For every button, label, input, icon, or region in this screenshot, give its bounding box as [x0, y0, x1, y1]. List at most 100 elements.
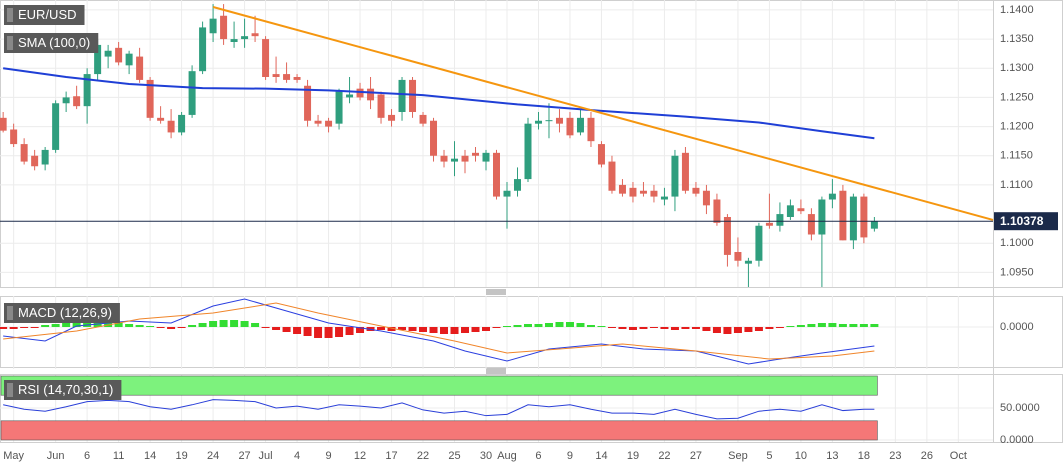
macd-histogram-bar — [807, 324, 816, 327]
macd-histogram-bar — [849, 324, 858, 327]
legend-label: SMA (100,0) — [18, 35, 90, 50]
y-tick-label: 1.1000 — [1000, 237, 1034, 249]
y-tick-label: 1.1150 — [1000, 150, 1033, 162]
macd-histogram-bar — [513, 325, 522, 327]
macd-histogram-bar — [733, 327, 742, 333]
over-layer: May Jun 6 11 14 19 24 27 Jul 4 9 12 17 22 25 30 Aug 6 9 14 1… — [0, 4, 1058, 462]
x-tick-label: 17 — [385, 450, 397, 462]
candle-body — [188, 71, 196, 115]
macd-histogram-bar — [104, 321, 113, 327]
macd-histogram-bar — [188, 325, 197, 327]
legend-label: EUR/USD — [18, 7, 77, 22]
y-tick-label: 1.1300 — [1000, 62, 1034, 74]
legend-label: RSI (14,70,30,1) — [18, 382, 113, 397]
legend-swatch — [7, 36, 13, 50]
candle-body — [304, 85, 312, 121]
x-tick-label: 9 — [567, 450, 573, 462]
y-tick-label: 1.1400 — [1000, 4, 1034, 16]
rsi-band — [0, 420, 878, 441]
candle-body — [461, 155, 469, 162]
candle-body — [409, 79, 417, 112]
candle-body — [765, 222, 773, 226]
x-tick-label: 26 — [921, 450, 933, 462]
macd-histogram-bar — [20, 327, 29, 328]
x-tick-label: 30 — [480, 450, 492, 462]
macd-histogram-bar — [828, 323, 837, 327]
candle-body — [262, 39, 270, 77]
macd-histogram-bar — [156, 327, 165, 328]
macd-histogram-bar — [544, 323, 553, 327]
macd-histogram-bar — [72, 321, 81, 327]
candle-body — [702, 190, 710, 206]
macd-histogram-bar — [702, 327, 711, 331]
trend-line — [212, 6, 994, 221]
x-tick-label: May — [3, 450, 24, 462]
candle-body — [146, 79, 154, 118]
macd-histogram-bar — [230, 320, 239, 327]
candle-body — [650, 190, 658, 197]
candle-body — [681, 152, 689, 191]
candle-body — [272, 74, 280, 77]
macd-line — [3, 298, 875, 365]
y-tick-label: 0.0000 — [1000, 434, 1034, 446]
candle-body — [167, 120, 175, 133]
macd-histogram-bar — [51, 324, 60, 327]
macd-histogram-bar — [62, 323, 71, 327]
macd-histogram-bar — [440, 327, 449, 334]
macd-histogram-bar — [146, 326, 155, 327]
candle-body — [849, 196, 857, 241]
macd-histogram-bar — [723, 327, 732, 334]
x-tick-label: 14 — [144, 450, 156, 462]
candle-body — [31, 155, 39, 167]
candle-body — [83, 74, 91, 107]
candle-body — [388, 114, 396, 121]
candle-body — [482, 152, 490, 162]
x-tick-label: 12 — [354, 450, 366, 462]
candle-body — [230, 39, 238, 42]
macd-histogram-bar — [387, 327, 396, 331]
macd-histogram-bar — [177, 327, 186, 328]
macd-histogram-bar — [282, 327, 291, 332]
x-tick-label: 27 — [238, 450, 250, 462]
macd-histogram-bar — [293, 327, 302, 334]
candle-body — [367, 88, 375, 101]
resize-handle[interactable] — [486, 368, 506, 374]
resize-handle[interactable] — [486, 289, 506, 295]
macd-histogram-bar — [398, 327, 407, 330]
x-tick-label: 19 — [627, 450, 639, 462]
x-tick-label: Jul — [259, 450, 273, 462]
macd-histogram-bar — [41, 325, 50, 327]
legend-box — [4, 33, 99, 53]
y-tick-label: 1.1350 — [1000, 33, 1034, 45]
candle-body — [493, 152, 500, 197]
candle-body — [723, 217, 731, 255]
macd-histogram-bar — [219, 320, 228, 327]
legend-swatch — [7, 8, 13, 22]
candle-body — [94, 44, 102, 75]
x-tick-label: 27 — [690, 450, 702, 462]
y-tick-label: 50.0000 — [1000, 402, 1040, 414]
rsi-band — [0, 375, 878, 396]
rsi-line — [3, 399, 875, 420]
macd-histogram-bar — [565, 322, 574, 327]
macd-histogram-bar — [502, 326, 511, 327]
macd-histogram-bar — [744, 327, 753, 332]
x-tick-label: 10 — [795, 450, 807, 462]
candle-body — [660, 196, 668, 200]
candle-body — [734, 252, 742, 261]
candle-body — [325, 120, 333, 127]
macd-histogram-bar — [649, 327, 658, 328]
macd-histogram-bar — [345, 327, 354, 335]
candle-body — [828, 193, 836, 200]
x-tick-label: 13 — [826, 450, 838, 462]
macd-histogram-bar — [576, 323, 585, 327]
grid-layer — [0, 0, 993, 442]
macd-histogram-bar — [135, 325, 144, 327]
legend-box — [4, 380, 122, 400]
x-tick-label: 23 — [889, 450, 901, 462]
candle-body — [115, 47, 123, 63]
macd-histogram-bar — [775, 327, 784, 328]
x-tick-label: 25 — [448, 450, 460, 462]
candle-body — [597, 144, 605, 165]
